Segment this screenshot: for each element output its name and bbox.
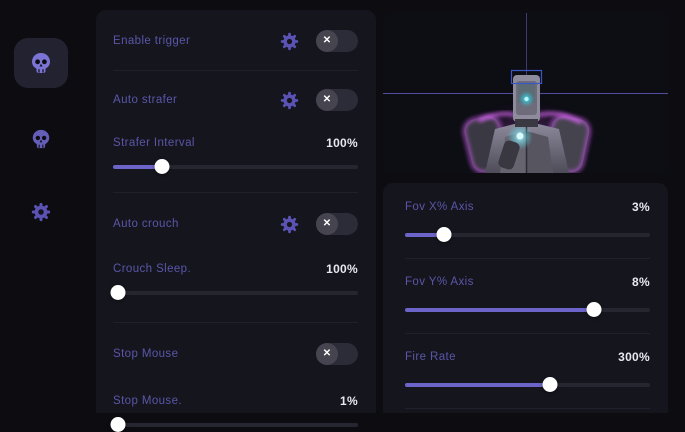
fire-rate-label: Fire Rate [405, 351, 456, 363]
settings-panel: Enable trigger ✕ Auto strafer ✕ [96, 10, 376, 432]
strafer-interval-slider[interactable] [113, 159, 358, 174]
slider-thumb[interactable] [586, 302, 602, 317]
stop-mouse-slider[interactable] [110, 417, 358, 432]
fov-y-label: Fov Y% Axis [405, 276, 474, 288]
mod-menu-window: Enable trigger ✕ Auto strafer ✕ [0, 0, 668, 432]
gear-icon [279, 214, 300, 235]
crouch-sleep-value: 100% [326, 262, 358, 276]
fov-x-value: 3% [632, 200, 650, 214]
enable-trigger-toggle[interactable]: ✕ [316, 30, 358, 52]
head-target-box [510, 69, 543, 85]
auto-crouch-row: Auto crouch ✕ [113, 211, 358, 237]
enable-trigger-label: Enable trigger [113, 35, 191, 47]
stop-mouse-slider-value: 1% [340, 394, 358, 408]
fov-x-label: Fov X% Axis [405, 201, 474, 213]
slider-fill [405, 307, 594, 312]
fire-rate-value: 300% [618, 350, 650, 364]
x-icon: ✕ [322, 35, 332, 46]
slider-thumb[interactable] [542, 377, 558, 392]
aim-preview-canvas [383, 13, 668, 173]
x-icon: ✕ [322, 348, 332, 359]
fov-x-header: Fov X% Axis 3% [405, 199, 650, 215]
divider [113, 70, 358, 71]
robot-model [463, 75, 592, 173]
toggle-knob: ✕ [316, 343, 338, 365]
enable-trigger-settings-button[interactable] [278, 30, 300, 52]
stop-mouse-row: Stop Mouse ✕ [113, 341, 358, 367]
divider [113, 192, 358, 193]
divider [405, 258, 650, 259]
fov-x-slider[interactable] [405, 227, 650, 242]
stop-mouse-slider-header: Stop Mouse. 1% [113, 393, 358, 409]
slider-fill [405, 382, 550, 387]
divider [405, 408, 650, 409]
auto-strafer-label: Auto strafer [113, 94, 178, 106]
fire-rate-header: Fire Rate 300% [405, 349, 650, 365]
fire-rate-slider[interactable] [405, 377, 650, 392]
fov-y-slider[interactable] [405, 302, 650, 317]
slider-fill [405, 232, 445, 237]
sidebar-item-aimbot[interactable] [14, 38, 68, 88]
toggle-knob: ✕ [316, 30, 338, 52]
auto-crouch-toggle[interactable]: ✕ [316, 213, 358, 235]
strafer-interval-label: Strafer Interval [113, 137, 195, 149]
toggle-knob: ✕ [316, 89, 338, 111]
stop-mouse-slider-label: Stop Mouse. [113, 395, 182, 407]
aim-settings-panel: Fov X% Axis 3% Fov Y% Axis 8% Fire Rate … [383, 183, 668, 413]
x-icon: ✕ [322, 94, 332, 105]
sidebar-item-trigger[interactable] [14, 114, 68, 164]
fov-y-value: 8% [632, 275, 650, 289]
enable-trigger-row: Enable trigger ✕ [113, 28, 358, 54]
aim-preview-box [383, 13, 668, 173]
skull-icon [29, 51, 53, 75]
slider-fill [113, 164, 162, 169]
slider-thumb[interactable] [154, 159, 170, 174]
strafer-interval-header: Strafer Interval 100% [113, 135, 358, 151]
skull-icon [30, 128, 52, 150]
sidebar [0, 0, 96, 413]
x-icon: ✕ [322, 218, 332, 229]
stop-mouse-label: Stop Mouse [113, 348, 179, 360]
auto-crouch-settings-button[interactable] [278, 213, 300, 235]
crouch-sleep-label: Crouch Sleep. [113, 263, 192, 275]
divider [405, 333, 650, 334]
toggle-knob: ✕ [316, 213, 338, 235]
auto-strafer-settings-button[interactable] [278, 89, 300, 111]
sidebar-item-settings[interactable] [14, 187, 68, 237]
auto-strafer-row: Auto strafer ✕ [113, 87, 358, 113]
gear-icon [279, 90, 300, 111]
slider-track [113, 290, 358, 295]
fov-y-header: Fov Y% Axis 8% [405, 274, 650, 290]
gear-icon [30, 201, 52, 223]
crouch-sleep-slider[interactable] [110, 285, 358, 300]
crouch-sleep-header: Crouch Sleep. 100% [113, 261, 358, 277]
auto-crouch-label: Auto crouch [113, 218, 179, 230]
auto-strafer-toggle[interactable]: ✕ [316, 89, 358, 111]
slider-thumb[interactable] [436, 227, 452, 242]
slider-thumb[interactable] [110, 417, 126, 432]
stop-mouse-toggle[interactable]: ✕ [316, 343, 358, 365]
slider-track [113, 164, 358, 169]
divider [113, 322, 358, 323]
strafer-interval-value: 100% [326, 136, 358, 150]
slider-track [113, 422, 358, 427]
slider-track [405, 232, 650, 237]
slider-thumb[interactable] [110, 285, 126, 300]
gear-icon [279, 31, 300, 52]
